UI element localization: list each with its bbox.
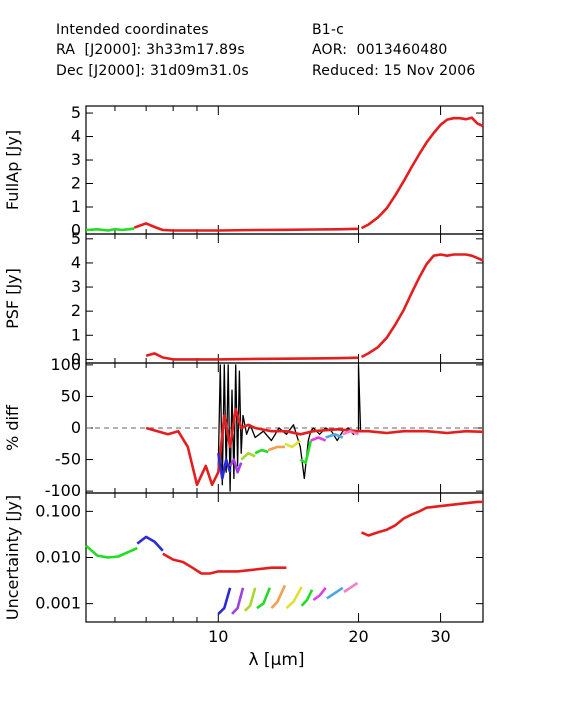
y-tick-label: 1	[71, 325, 81, 344]
y-tick-label: 0.100	[35, 501, 81, 520]
y-tick-label: 2	[71, 301, 81, 320]
series-line	[133, 222, 359, 232]
x-tick-label: 10	[208, 627, 228, 646]
y-tick-label: 0	[71, 220, 81, 239]
series-line	[285, 586, 303, 610]
y-tick-label: -50	[55, 450, 81, 469]
panel-frame	[85, 492, 484, 623]
series-line	[256, 587, 272, 610]
series-line	[231, 587, 245, 615]
series-line	[270, 584, 287, 609]
y-tick-label: 3	[71, 150, 81, 169]
y-tick-label: 0.010	[35, 548, 81, 567]
series-line	[217, 587, 232, 615]
series-line	[145, 407, 484, 487]
y-tick-label: 1	[71, 197, 81, 216]
series-line	[85, 227, 135, 232]
series-line	[85, 544, 138, 559]
series-line	[217, 364, 362, 492]
target-name: B1-c	[312, 22, 345, 38]
y-tick-label: 5	[71, 103, 81, 122]
series-line	[360, 116, 484, 230]
y-tick-label: 4	[71, 253, 81, 272]
y-tick-label: 0.001	[35, 594, 81, 613]
series-line	[243, 587, 257, 612]
y-axis-label: % diff	[3, 404, 22, 451]
x-tick-label: 30	[430, 627, 450, 646]
y-tick-label: 50	[61, 386, 81, 405]
series-line	[284, 439, 302, 449]
y-tick-label: 5	[71, 229, 81, 248]
series-line	[136, 535, 164, 552]
x-axis-label: λ [μm]	[248, 650, 304, 670]
y-tick-label: 100	[50, 355, 81, 374]
series-line	[267, 445, 285, 452]
series-line	[300, 589, 314, 607]
y-tick-label: 3	[71, 277, 81, 296]
series-line	[145, 352, 359, 361]
series-line	[312, 586, 327, 602]
y-tick-label: 4	[71, 127, 81, 146]
series-line	[360, 253, 484, 359]
aor-id: AOR: 0013460480	[312, 42, 448, 58]
panel-frame	[85, 105, 484, 235]
series-line	[343, 581, 359, 593]
series-line	[310, 436, 327, 442]
y-tick-label: -100	[45, 481, 81, 500]
series-line	[299, 440, 313, 465]
series-line	[326, 586, 344, 600]
panel-frame	[85, 233, 484, 364]
series-line	[228, 458, 243, 474]
series-line	[360, 500, 483, 537]
y-axis-label: PSF [Jy]	[3, 268, 22, 329]
y-axis-label: Uncertainty [Jy]	[3, 495, 22, 620]
ra-coordinate: RA [J2000]: 3h33m17.89s	[56, 42, 245, 58]
series-line	[325, 432, 344, 439]
series-line	[254, 448, 269, 455]
y-tick-label: 0	[71, 349, 81, 368]
series-line	[342, 429, 359, 436]
dec-coordinate: Dec [J2000]: 31d09m31.0s	[56, 63, 249, 79]
reduced-date: Reduced: 15 Nov 2006	[312, 63, 476, 79]
y-axis-label: FullAp [Jy]	[3, 130, 22, 210]
series-line	[162, 552, 287, 575]
y-tick-label: 2	[71, 174, 81, 193]
y-tick-label: 0	[71, 418, 81, 437]
series-line	[240, 451, 256, 461]
series-line	[217, 452, 232, 480]
intended-coordinates-title: Intended coordinates	[56, 22, 209, 38]
x-tick-label: 20	[348, 627, 368, 646]
